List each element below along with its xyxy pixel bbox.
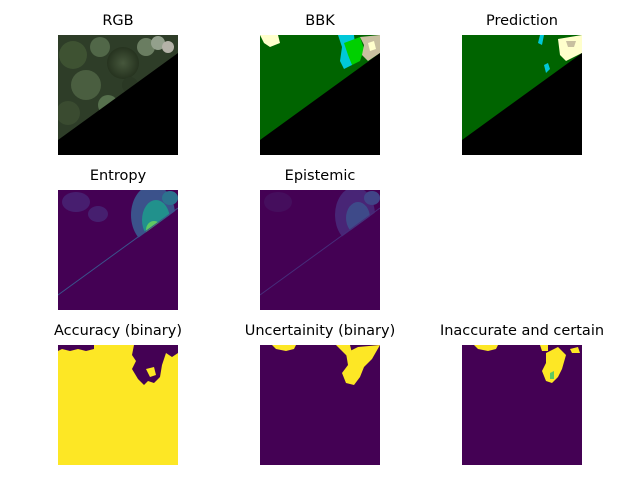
panel-prediction: [462, 35, 582, 155]
uncertainty-map: [260, 345, 380, 465]
panel-accuracy: [58, 345, 178, 465]
panel-title-epistemic: Epistemic: [284, 168, 356, 184]
panel-bbk: [260, 35, 380, 155]
bbk-map: [260, 35, 380, 155]
inaccurate-certain-map: [462, 345, 582, 465]
accuracy-map: [58, 345, 178, 465]
panel-rgb: [58, 35, 178, 155]
panel-title-inaccurate-certain: Inaccurate and certain: [439, 323, 605, 339]
panel-title-accuracy: Accuracy (binary): [54, 323, 182, 339]
panel-inaccurate-certain: [462, 345, 582, 465]
panel-title-rgb: RGB: [102, 13, 134, 29]
entropy-map: [58, 190, 178, 310]
prediction-map: [462, 35, 582, 155]
panel-entropy: [58, 190, 178, 310]
panel-epistemic: [260, 190, 380, 310]
panel-title-bbk: BBK: [305, 13, 335, 29]
panel-title-uncertainty: Uncertainity (binary): [244, 323, 396, 339]
panel-title-entropy: Entropy: [89, 168, 147, 184]
rgb-image: [58, 35, 178, 155]
epistemic-map: [260, 190, 380, 310]
panel-title-prediction: Prediction: [485, 13, 559, 29]
panel-uncertainty: [260, 345, 380, 465]
